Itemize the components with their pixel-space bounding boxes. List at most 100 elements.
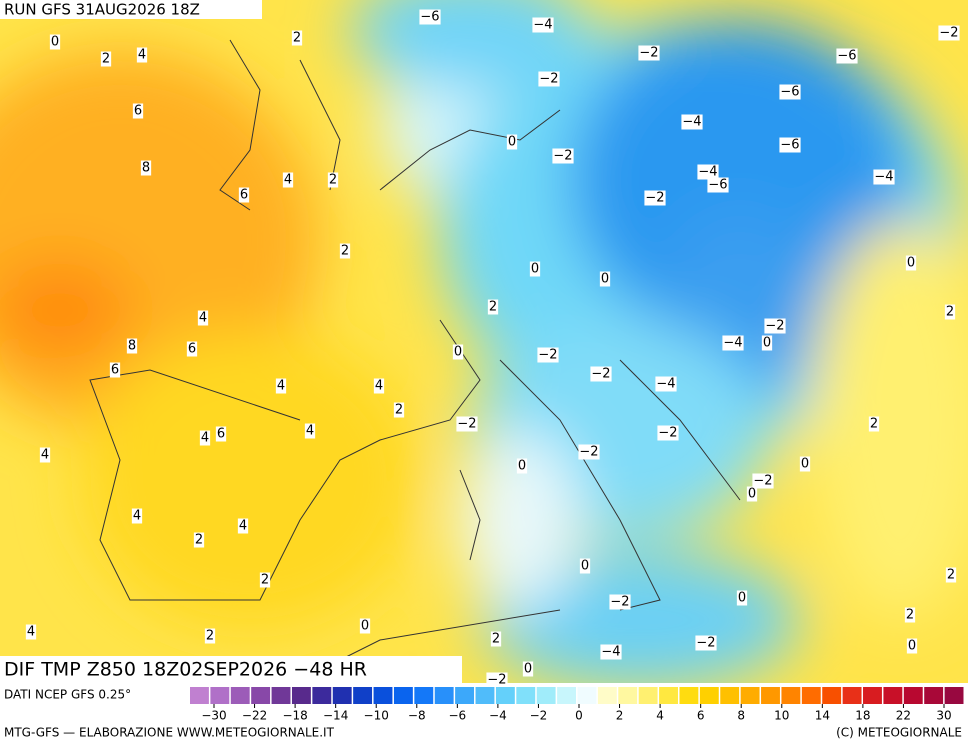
contour-label-bg xyxy=(764,318,786,334)
contour-label: 4 xyxy=(199,311,207,326)
contour-label: 6 xyxy=(217,427,225,442)
contour-label: 4 xyxy=(27,625,35,640)
contour-label-bg xyxy=(506,134,518,150)
contour-label-bg xyxy=(938,25,960,41)
contour-label-bg xyxy=(578,444,600,460)
colorbar-tick-label: 18 xyxy=(855,709,870,723)
contour-label-bg xyxy=(599,271,611,287)
contour-label: 0 xyxy=(518,459,526,474)
contour-label: −2 xyxy=(645,191,664,206)
colorbar-swatch xyxy=(679,687,699,704)
contour-label-bg xyxy=(532,17,554,33)
contour-label-bg xyxy=(393,402,405,418)
contour-label: 2 xyxy=(492,632,500,647)
contour-label-bg xyxy=(359,618,371,634)
source-label: DATI NCEP GFS 0.25° xyxy=(4,688,131,702)
colorbar-swatch xyxy=(312,687,332,704)
contour-label-bg xyxy=(490,631,502,647)
colorbar-swatch xyxy=(842,687,862,704)
colorbar-tick-label: 10 xyxy=(774,709,789,723)
contour-label-bg xyxy=(799,456,811,472)
contour-label-bg xyxy=(609,594,631,610)
colorbar-tick-label: 2 xyxy=(616,709,624,723)
colorbar-swatch xyxy=(699,687,719,704)
contour-label-bg xyxy=(906,638,918,654)
contour-label: −2 xyxy=(639,46,658,61)
contour-label: −4 xyxy=(682,115,701,130)
contour-label: −6 xyxy=(420,10,439,25)
contour-label: 0 xyxy=(524,662,532,677)
colorbar-swatch xyxy=(863,687,882,704)
contour-label: −2 xyxy=(753,474,772,489)
contour-label: 4 xyxy=(201,431,209,446)
contour-label: −6 xyxy=(780,138,799,153)
copyright-label: (C) METEOGIORNALE xyxy=(836,726,962,740)
contour-label: −2 xyxy=(579,445,598,460)
contour-label-bg xyxy=(868,416,880,432)
colorbar-swatch xyxy=(781,687,801,704)
contour-label: 2 xyxy=(489,300,497,315)
contour-label: 0 xyxy=(908,639,916,654)
contour-label-bg xyxy=(590,366,612,382)
colorbar-swatch xyxy=(414,687,434,704)
contour-label: −2 xyxy=(553,149,572,164)
contour-label-bg xyxy=(197,310,209,326)
colorbar-swatch xyxy=(516,687,536,704)
colorbar-swatch xyxy=(393,687,413,704)
colorbar-swatch xyxy=(190,687,209,704)
contour-label: 4 xyxy=(306,424,314,439)
contour-label-bg xyxy=(746,486,758,502)
colorbar-swatch xyxy=(903,687,923,704)
contour-label: −4 xyxy=(723,336,742,351)
contour-label: −2 xyxy=(487,673,506,688)
contour-label-bg xyxy=(291,30,303,46)
contour-label-bg xyxy=(904,607,916,623)
contour-label-bg xyxy=(761,335,773,351)
colorbar-swatch xyxy=(740,687,760,704)
colorbar-tick-label: −30 xyxy=(201,709,226,723)
colorbar-swatch xyxy=(434,687,454,704)
colorbar-swatch xyxy=(883,687,903,704)
contour-label-bg xyxy=(136,47,148,63)
contour-label-bg xyxy=(140,160,152,176)
contour-label: 2 xyxy=(870,417,878,432)
contour-label-bg xyxy=(697,164,719,180)
colorbar-swatch xyxy=(761,687,780,704)
contour-label-bg xyxy=(638,45,660,61)
colorbar-tick-label: 0 xyxy=(575,709,583,723)
contour-label: 2 xyxy=(206,629,214,644)
colorbar-swatch xyxy=(597,687,617,704)
colorbar-tick-label: 14 xyxy=(815,709,830,723)
contour-label: 6 xyxy=(188,342,196,357)
contour-label-bg xyxy=(600,644,622,660)
contour-label: 4 xyxy=(133,509,141,524)
contour-label-bg xyxy=(873,169,895,185)
colorbar-swatch xyxy=(271,687,291,704)
contour-label-bg xyxy=(538,71,560,87)
contour-label: 4 xyxy=(239,519,247,534)
contour-label: −2 xyxy=(765,319,784,334)
contour-label-bg xyxy=(681,114,703,130)
colorbar-tick-label: −14 xyxy=(323,709,348,723)
colorbar-swatch xyxy=(944,687,964,704)
contour-label: −2 xyxy=(539,72,558,87)
contour-label-bg xyxy=(486,672,508,688)
contour-label: −6 xyxy=(708,178,727,193)
contour-label-bg xyxy=(657,425,679,441)
contour-label: 2 xyxy=(293,31,301,46)
contour-label-bg xyxy=(836,48,858,64)
colorbar-tick-label: −4 xyxy=(489,709,507,723)
contour-label-bg xyxy=(529,261,541,277)
contour-label-bg xyxy=(655,376,677,392)
colorbar-swatch xyxy=(373,687,393,704)
contour-label: −2 xyxy=(939,26,958,41)
run-box xyxy=(0,0,262,19)
colorbar-tick-label: −8 xyxy=(408,709,426,723)
contour-label: 0 xyxy=(361,619,369,634)
contour-label: 0 xyxy=(508,135,516,150)
contour-label-bg xyxy=(516,458,528,474)
contour-label-bg xyxy=(736,590,748,606)
contour-label: 8 xyxy=(128,339,136,354)
contour-label: 8 xyxy=(142,161,150,176)
